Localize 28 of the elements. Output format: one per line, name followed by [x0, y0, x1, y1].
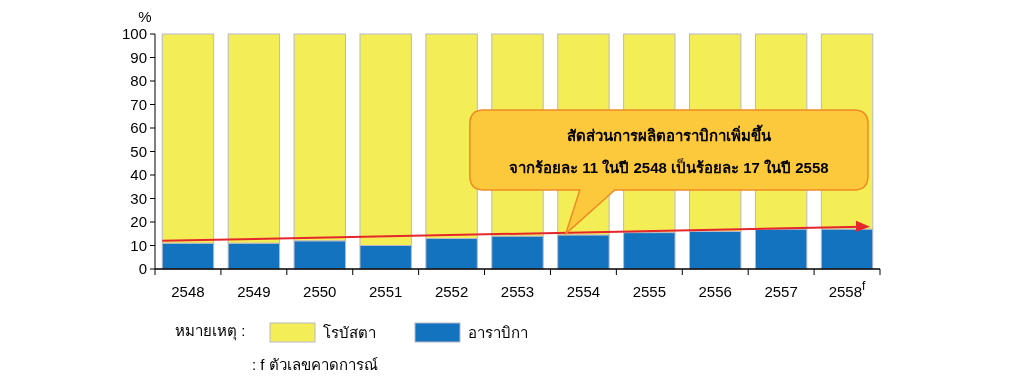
x-tick-label: 2555 — [632, 283, 667, 300]
y-tick-label: 90 — [130, 48, 147, 66]
y-tick-label: 60 — [130, 119, 147, 137]
y-tick-label: 70 — [130, 95, 147, 113]
y-tick-label: 30 — [130, 189, 147, 207]
y-tick-label: 80 — [130, 72, 147, 90]
y-tick-label: 20 — [130, 213, 147, 231]
y-axis-title: % — [138, 8, 152, 25]
text: : f ตัวเลขคาดการณ์ — [252, 356, 378, 373]
x-tick-label: 2548 — [171, 283, 205, 300]
y-tick-label: 10 — [130, 236, 147, 254]
x-tick-label: 2551 — [368, 283, 403, 300]
legend-label: โรบัสตา — [323, 324, 376, 341]
x-tick-label: 2554 — [566, 283, 601, 300]
y-tick-label: 50 — [130, 142, 147, 160]
annotation: สัดส่วนการผลิตอาราบิกาเพิ่มขึ้น จากร้อยละ 11 ในปี 2548 เป็นร้อยละ 17 ในปี 2558 — [509, 124, 829, 176]
legend-title: หมายเหตุ : — [175, 322, 246, 341]
x-tick-label: 2557 — [764, 283, 798, 300]
x-tick-label: 2549 — [237, 283, 271, 300]
x-tick-label: 2552 — [434, 283, 469, 300]
x-tick-label: 2553 — [500, 283, 535, 300]
legend-label: อาราบิกา — [468, 324, 528, 341]
y-tick-label: 40 — [130, 166, 147, 184]
x-tick-label: 2550 — [303, 283, 337, 300]
y-tick-label: 0 — [138, 260, 147, 278]
x-tick-label: 2558$^{f}$ — [828, 279, 867, 300]
y-tick-label: 100 — [121, 25, 147, 43]
x-tick-label: 2556 — [698, 283, 732, 300]
